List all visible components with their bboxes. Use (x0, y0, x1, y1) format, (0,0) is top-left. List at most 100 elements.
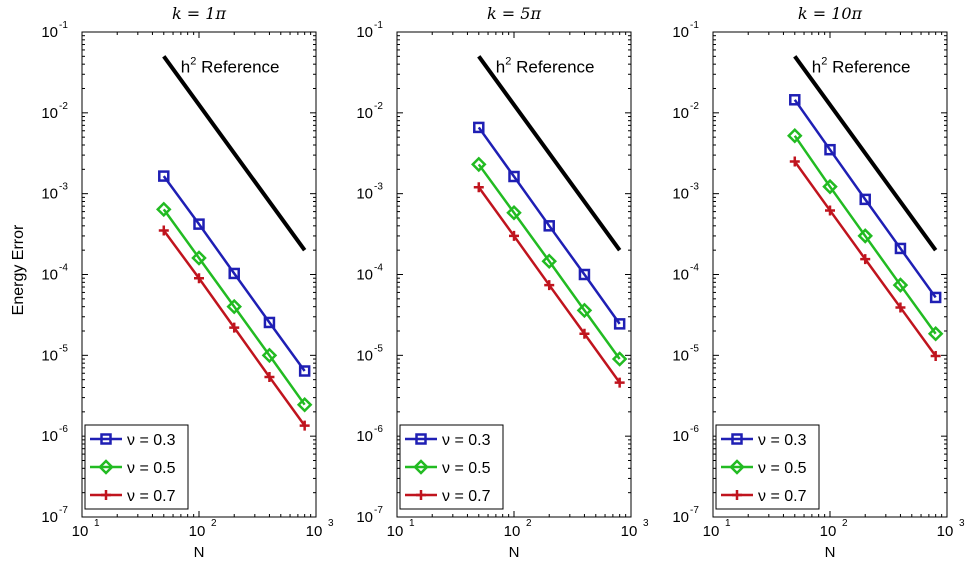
series-2 (156, 201, 313, 413)
data-point (473, 182, 484, 193)
reference-line (162, 55, 307, 252)
y-tick-label: 10 (41, 267, 58, 284)
data-point (857, 228, 873, 244)
data-point (578, 268, 591, 281)
legend-marker (101, 490, 111, 500)
data-point (825, 205, 835, 216)
data-point (611, 351, 628, 367)
y-tick-label: 10 (41, 24, 58, 41)
series-1 (158, 170, 311, 377)
y-tick-exponent: -6 (690, 424, 699, 435)
x-tick-exponent: 1 (94, 518, 100, 529)
y-tick-exponent: -5 (59, 343, 68, 354)
legend-marker (98, 459, 114, 475)
y-tick-label: 10 (672, 186, 689, 203)
x-tick-exponent: 2 (842, 518, 848, 529)
y-tick-exponent: -6 (59, 424, 68, 435)
data-point (614, 377, 625, 388)
reference-label: h2 Reference (181, 55, 280, 76)
data-point (544, 280, 555, 291)
legend-label: ν = 0.7 (758, 488, 807, 505)
y-tick-exponent: -1 (374, 20, 383, 31)
y-tick-label: 10 (41, 186, 58, 203)
x-tick-label: 10 (621, 523, 638, 540)
y-tick-label: 10 (356, 428, 373, 445)
x-tick-exponent: 3 (959, 518, 965, 529)
x-tick-label: 10 (703, 523, 720, 540)
legend-label: ν = 0.7 (442, 488, 491, 505)
y-tick-exponent: -7 (690, 505, 699, 516)
legend-label: ν = 0.3 (127, 432, 176, 449)
x-tick-exponent: 1 (725, 518, 731, 529)
legend-marker (731, 433, 743, 445)
data-point (930, 351, 941, 362)
series-line (162, 175, 306, 372)
y-tick-label: 10 (356, 24, 373, 41)
y-tick-label: 10 (41, 509, 58, 526)
y-tick-exponent: -4 (374, 263, 383, 274)
legend: ν = 0.3 ν = 0.5 ν = 0.7 (715, 424, 820, 510)
y-tick-label: 10 (41, 105, 58, 122)
series-2 (471, 156, 628, 367)
data-point (263, 316, 276, 329)
x-tick-exponent: 3 (328, 518, 334, 529)
series-3 (158, 225, 310, 431)
y-tick-label: 10 (41, 347, 58, 364)
data-point (509, 230, 519, 241)
series-line (162, 208, 306, 406)
data-point (824, 143, 836, 156)
y-tick-label: 10 (672, 267, 689, 284)
series-line (477, 126, 621, 325)
legend-label: ν = 0.5 (127, 460, 176, 477)
legend-marker (100, 433, 112, 445)
legend: ν = 0.3 ν = 0.5 ν = 0.7 (399, 424, 504, 510)
y-tick-label: 10 (672, 105, 689, 122)
y-tick-exponent: -7 (59, 505, 68, 516)
x-tick-label: 10 (189, 523, 206, 540)
series-1 (473, 121, 626, 330)
y-tick-label: 10 (672, 509, 689, 526)
data-point (860, 254, 871, 265)
data-point (156, 201, 172, 218)
data-point (226, 298, 242, 315)
panel-title: k = 1π (172, 4, 226, 23)
series-3 (789, 156, 941, 362)
data-point (543, 220, 555, 232)
data-point (508, 170, 520, 183)
y-tick-label: 10 (356, 267, 373, 284)
y-tick-exponent: -2 (59, 101, 68, 112)
figure-y-axis-label: Energy Error (10, 224, 27, 315)
legend: ν = 0.3 ν = 0.5 ν = 0.7 (84, 424, 189, 510)
panel-title: k = 10π (798, 4, 863, 23)
panel-title: k = 5π (487, 4, 541, 23)
y-tick-label: 10 (672, 428, 689, 445)
data-point (895, 302, 906, 313)
y-tick-exponent: -2 (374, 101, 383, 112)
y-tick-exponent: -4 (690, 263, 699, 274)
x-tick-exponent: 2 (526, 518, 532, 529)
data-point (228, 267, 240, 280)
data-point (298, 365, 311, 377)
y-tick-exponent: -1 (59, 20, 68, 31)
x-tick-label: 10 (306, 523, 323, 540)
legend-marker (413, 459, 429, 475)
y-tick-exponent: -1 (690, 20, 699, 31)
data-point (929, 291, 942, 304)
y-tick-label: 10 (356, 186, 373, 203)
data-point (576, 302, 593, 319)
y-tick-exponent: -3 (374, 182, 383, 193)
data-point (579, 328, 590, 339)
data-point (193, 218, 205, 230)
series-line (793, 99, 937, 299)
x-axis-label: N (194, 544, 205, 561)
x-tick-label: 10 (504, 523, 521, 540)
y-tick-exponent: -3 (59, 182, 68, 193)
legend-label: ν = 0.5 (442, 460, 491, 477)
legend-marker (732, 490, 742, 500)
series-line (793, 135, 937, 335)
legend-label: ν = 0.3 (758, 432, 807, 449)
legend-marker (729, 459, 745, 475)
